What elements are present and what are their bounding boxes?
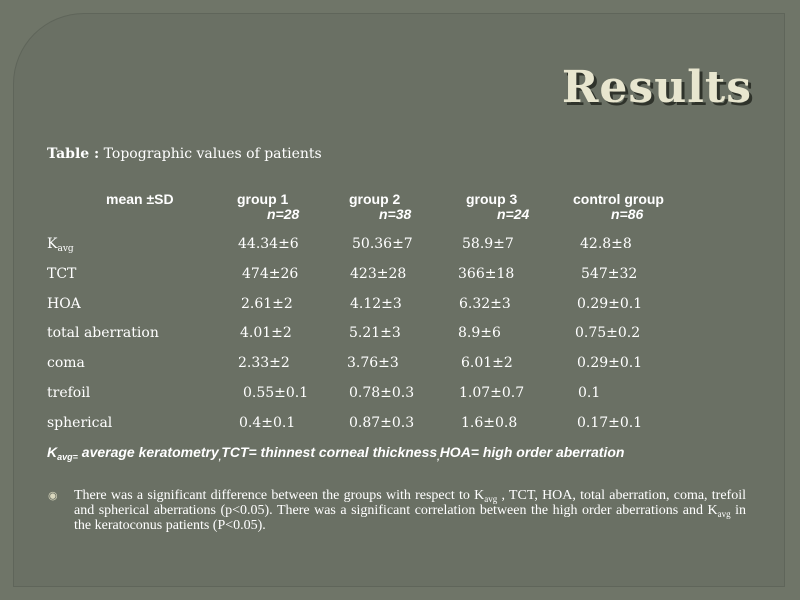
table-caption: Table : Topographic values of patients [47, 146, 322, 162]
cell-spherical-group-3: 1.6±0.8 [461, 415, 518, 431]
abbreviation-note: Kavg= average keratometry,TCT= thinnest … [47, 444, 625, 462]
row-label-spherical: spherical [47, 415, 113, 431]
cell-kavg-group-1: 44.34±6 [238, 236, 299, 252]
header-mean-sd: mean ±SD [106, 191, 174, 207]
cell-trefoil-group-2: 0.78±0.3 [349, 385, 415, 401]
cell-spherical-group-1: 0.4±0.1 [239, 415, 296, 431]
bullet-ring-icon: ◉ [48, 490, 58, 502]
slide-title: Results [561, 62, 752, 113]
row-label-hoa: HOA [47, 296, 81, 312]
header-group-2: group 2 [349, 191, 401, 207]
cell-total-aberration-control: 0.75±0.2 [575, 325, 641, 341]
cell-hoa-group-3: 6.32±3 [459, 296, 511, 312]
cell-kavg-group-2: 50.36±7 [352, 236, 413, 252]
cell-total-aberration-group-3: 8.9±6 [458, 325, 501, 341]
row-label-tct: TCT [47, 266, 77, 282]
row-label-trefoil: trefoil [47, 385, 91, 401]
cell-total-aberration-group-2: 5.21±3 [349, 325, 401, 341]
cell-tct-group-2: 423±28 [350, 266, 407, 282]
header-control-group: control group [573, 191, 664, 207]
cell-tct-control: 547±32 [581, 266, 638, 282]
cell-tct-group-1: 474±26 [242, 266, 299, 282]
cell-spherical-control: 0.17±0.1 [577, 415, 643, 431]
cell-trefoil-group-3: 1.07±0.7 [459, 385, 525, 401]
cell-coma-group-1: 2.33±2 [238, 355, 290, 371]
cell-trefoil-control: 0.1 [578, 385, 601, 401]
header-control-n: n=86 [611, 206, 644, 222]
cell-coma-control: 0.29±0.1 [577, 355, 643, 371]
cell-trefoil-group-1: 0.55±0.1 [243, 385, 309, 401]
caption-label: Table : [47, 146, 100, 162]
cell-hoa-group-2: 4.12±3 [350, 296, 402, 312]
cell-total-aberration-group-1: 4.01±2 [240, 325, 292, 341]
cell-spherical-group-2: 0.87±0.3 [349, 415, 415, 431]
row-label-kavg: Kavg [47, 236, 74, 254]
bullet-text: There was a significant difference betwe… [74, 488, 746, 533]
cell-tct-group-3: 366±18 [458, 266, 515, 282]
cell-kavg-group-3: 58.9±7 [462, 236, 514, 252]
row-label-total-aberration: total aberration [47, 325, 159, 341]
caption-text: Topographic values of patients [99, 146, 322, 162]
cell-coma-group-3: 6.01±2 [461, 355, 513, 371]
header-group-2-n: n=38 [379, 206, 412, 222]
cell-hoa-group-1: 2.61±2 [241, 296, 293, 312]
header-group-3-n: n=24 [497, 206, 530, 222]
header-group-3: group 3 [466, 191, 518, 207]
bullet-paragraph: ◉ There was a significant difference bet… [48, 488, 746, 533]
cell-coma-group-2: 3.76±3 [347, 355, 399, 371]
header-group-1-n: n=28 [267, 206, 300, 222]
row-label-coma: coma [47, 355, 85, 371]
slide-frame [14, 14, 784, 586]
cell-hoa-control: 0.29±0.1 [577, 296, 643, 312]
header-group-1: group 1 [237, 191, 289, 207]
cell-kavg-control: 42.8±8 [580, 236, 632, 252]
